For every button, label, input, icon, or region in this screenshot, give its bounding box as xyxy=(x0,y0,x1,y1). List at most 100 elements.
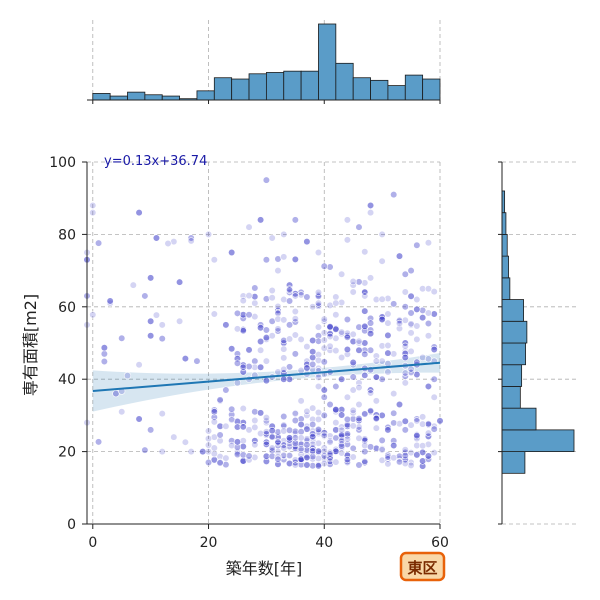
scatter-point xyxy=(285,434,294,442)
scatter-point xyxy=(320,262,328,270)
scatter-point xyxy=(274,453,282,461)
scatter-point xyxy=(361,410,369,418)
scatter-point xyxy=(343,440,352,448)
scatter-point xyxy=(424,285,433,293)
scatter-point xyxy=(349,422,357,430)
scatter-point xyxy=(366,386,375,394)
scatter-point xyxy=(303,364,311,372)
y-tick-label: 80 xyxy=(58,227,76,243)
scatter-point xyxy=(320,317,328,325)
scatter-point xyxy=(257,409,265,417)
scatter-point xyxy=(228,411,236,419)
scatter-point xyxy=(407,369,415,377)
scatter-point xyxy=(332,299,340,307)
scatter-point xyxy=(233,417,242,426)
scatter-point xyxy=(332,382,340,391)
scatter-point xyxy=(430,375,438,383)
scatter-point xyxy=(309,444,317,452)
scatter-point xyxy=(228,405,236,413)
scatter-point xyxy=(251,437,259,445)
scatter-point xyxy=(239,442,247,451)
scatter-point xyxy=(251,441,259,449)
scatter-point xyxy=(268,234,276,242)
scatter-point xyxy=(89,201,97,210)
scatter-point xyxy=(424,452,433,460)
scatter-point xyxy=(361,307,369,315)
scatter-point xyxy=(251,423,259,431)
scatter-point xyxy=(361,322,369,330)
y-tick-label: 100 xyxy=(49,155,76,171)
scatter-point xyxy=(314,454,323,463)
scatter-point xyxy=(326,448,334,456)
top-hist-bar xyxy=(283,70,302,101)
scatter-point xyxy=(366,329,375,338)
scatter-point xyxy=(262,440,270,448)
scatter-point xyxy=(268,444,276,452)
scatter-point xyxy=(94,438,103,446)
scatter-point xyxy=(430,449,438,457)
scatter-point xyxy=(245,311,253,319)
scatter-point xyxy=(332,458,340,466)
scatter-point xyxy=(228,248,236,257)
scatter-point xyxy=(349,406,357,414)
scatter-point xyxy=(222,386,230,394)
scatter-point xyxy=(280,295,288,304)
scatter-point xyxy=(291,439,299,447)
scatter-point xyxy=(297,434,305,442)
main-axes: 0 20 40 60 0 20 40 60 80 100 xyxy=(49,155,449,551)
scatter-point xyxy=(320,431,328,439)
scatter-point xyxy=(338,270,346,278)
top-hist-bar xyxy=(352,77,371,101)
scatter-point xyxy=(320,386,328,394)
scatter-point xyxy=(204,458,213,467)
scatter-point xyxy=(343,435,352,443)
scatter-point xyxy=(222,454,230,462)
top-hist-bar xyxy=(109,95,128,101)
scatter-point xyxy=(384,331,392,339)
scatter-point xyxy=(424,355,433,363)
scatter-point xyxy=(228,416,236,424)
scatter-point xyxy=(326,323,334,331)
scatter-point xyxy=(309,360,317,368)
scatter-point xyxy=(401,426,409,434)
scatter-point xyxy=(413,370,421,379)
scatter-point xyxy=(239,404,247,413)
x-tick-label: 40 xyxy=(315,535,333,551)
scatter-point xyxy=(430,310,438,318)
scatter-point xyxy=(395,324,404,333)
scatter-point xyxy=(251,293,259,301)
scatter-point xyxy=(430,393,438,401)
scatter-point xyxy=(401,446,409,454)
scatter-point xyxy=(309,447,317,455)
scatter-point xyxy=(314,447,323,455)
right-hist-bar xyxy=(501,299,525,322)
scatter-point xyxy=(216,422,224,430)
right-hist-bar xyxy=(501,407,537,431)
scatter-point xyxy=(320,411,328,420)
scatter-point xyxy=(424,332,433,340)
scatter-point xyxy=(199,448,207,456)
scatter-point xyxy=(320,329,328,337)
scatter-point xyxy=(314,299,323,307)
scatter-point xyxy=(343,421,352,429)
scatter-point xyxy=(338,375,346,383)
top-hist-bar xyxy=(404,74,424,101)
x-tick-label: 20 xyxy=(200,535,218,551)
scatter-point xyxy=(262,413,270,422)
scatter-point xyxy=(280,339,288,347)
scatter-point xyxy=(303,461,311,469)
scatter-point xyxy=(314,356,323,364)
scatter-point xyxy=(274,325,282,333)
scatter-point xyxy=(309,404,317,412)
scatter-point xyxy=(395,252,404,260)
regression-equation: y=0.13x+36.74 xyxy=(104,154,207,169)
scatter-point xyxy=(430,345,438,354)
scatter-point xyxy=(361,435,369,443)
scatter-point xyxy=(326,332,334,341)
scatter-point xyxy=(343,216,352,224)
scatter-point xyxy=(274,327,282,335)
scatter-point xyxy=(372,295,380,304)
scatter-point xyxy=(285,426,294,434)
scatter-point xyxy=(419,442,427,450)
